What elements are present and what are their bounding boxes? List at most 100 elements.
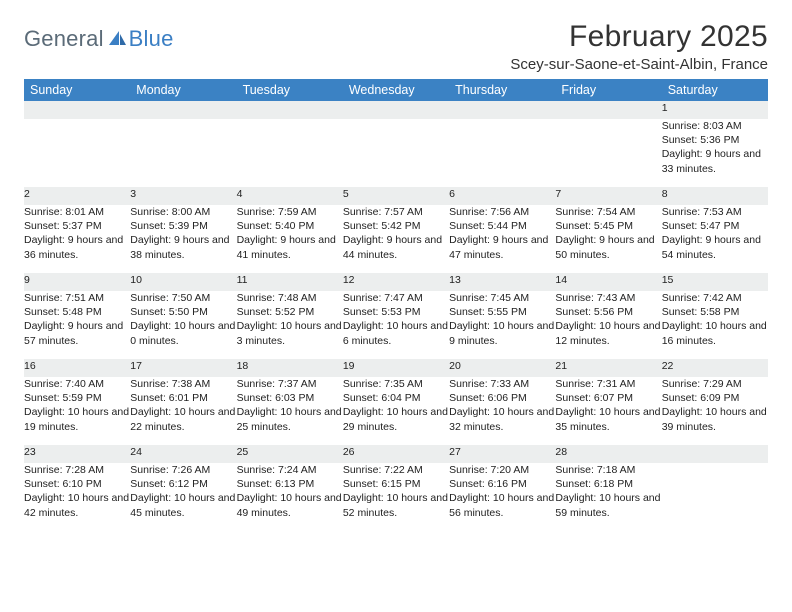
- day-data-cell: Sunrise: 7:29 AMSunset: 6:09 PMDaylight:…: [662, 377, 768, 445]
- sunrise-line: Sunrise: 7:29 AM: [662, 377, 768, 391]
- day-data-cell: [343, 119, 449, 187]
- day-number-row: 9101112131415: [24, 273, 768, 291]
- daylight-line: Daylight: 10 hours and 32 minutes.: [449, 405, 555, 433]
- sunset-line: Sunset: 6:12 PM: [130, 477, 236, 491]
- day-number-cell: 27: [449, 445, 555, 463]
- sunset-line: Sunset: 6:03 PM: [237, 391, 343, 405]
- sunrise-line: Sunrise: 7:53 AM: [662, 205, 768, 219]
- day-number-cell: 21: [555, 359, 661, 377]
- sunset-line: Sunset: 5:47 PM: [662, 219, 768, 233]
- sunrise-line: Sunrise: 7:57 AM: [343, 205, 449, 219]
- calendar-page: General Blue February 2025 Scey-sur-Saon…: [0, 0, 792, 531]
- weekday-header: Wednesday: [343, 79, 449, 101]
- sunset-line: Sunset: 6:15 PM: [343, 477, 449, 491]
- sunset-line: Sunset: 6:07 PM: [555, 391, 661, 405]
- sunset-line: Sunset: 6:18 PM: [555, 477, 661, 491]
- day-number-cell: 16: [24, 359, 130, 377]
- sunrise-line: Sunrise: 7:56 AM: [449, 205, 555, 219]
- weekday-header: Friday: [555, 79, 661, 101]
- day-number-cell: 8: [662, 187, 768, 205]
- location: Scey-sur-Saone-et-Saint-Albin, France: [510, 56, 768, 73]
- daylight-line: Daylight: 10 hours and 12 minutes.: [555, 319, 661, 347]
- sunset-line: Sunset: 5:36 PM: [662, 133, 768, 147]
- day-number-cell: 24: [130, 445, 236, 463]
- day-number-cell: 1: [662, 101, 768, 119]
- day-data-cell: Sunrise: 8:00 AMSunset: 5:39 PMDaylight:…: [130, 205, 236, 273]
- day-data-cell: [555, 119, 661, 187]
- sunset-line: Sunset: 6:01 PM: [130, 391, 236, 405]
- day-data-cell: Sunrise: 8:01 AMSunset: 5:37 PMDaylight:…: [24, 205, 130, 273]
- weekday-header: Tuesday: [237, 79, 343, 101]
- sunrise-line: Sunrise: 7:33 AM: [449, 377, 555, 391]
- weekday-header-row: SundayMondayTuesdayWednesdayThursdayFrid…: [24, 79, 768, 101]
- day-number-cell: 12: [343, 273, 449, 291]
- daylight-line: Daylight: 10 hours and 6 minutes.: [343, 319, 449, 347]
- sunrise-line: Sunrise: 7:40 AM: [24, 377, 130, 391]
- day-data-cell: Sunrise: 7:43 AMSunset: 5:56 PMDaylight:…: [555, 291, 661, 359]
- sunrise-line: Sunrise: 7:59 AM: [237, 205, 343, 219]
- daylight-line: Daylight: 9 hours and 57 minutes.: [24, 319, 130, 347]
- day-number-cell: 26: [343, 445, 449, 463]
- day-number-cell: [449, 101, 555, 119]
- day-number-cell: [24, 101, 130, 119]
- sunset-line: Sunset: 5:40 PM: [237, 219, 343, 233]
- day-data-cell: Sunrise: 7:54 AMSunset: 5:45 PMDaylight:…: [555, 205, 661, 273]
- daylight-line: Daylight: 10 hours and 9 minutes.: [449, 319, 555, 347]
- sunset-line: Sunset: 5:42 PM: [343, 219, 449, 233]
- day-data-cell: Sunrise: 7:18 AMSunset: 6:18 PMDaylight:…: [555, 463, 661, 531]
- sunrise-line: Sunrise: 7:26 AM: [130, 463, 236, 477]
- sunrise-line: Sunrise: 8:00 AM: [130, 205, 236, 219]
- day-data-cell: Sunrise: 7:56 AMSunset: 5:44 PMDaylight:…: [449, 205, 555, 273]
- daylight-line: Daylight: 9 hours and 44 minutes.: [343, 233, 449, 261]
- daylight-line: Daylight: 9 hours and 38 minutes.: [130, 233, 236, 261]
- sunset-line: Sunset: 5:44 PM: [449, 219, 555, 233]
- sunset-line: Sunset: 5:39 PM: [130, 219, 236, 233]
- day-number-cell: 3: [130, 187, 236, 205]
- sunrise-line: Sunrise: 7:35 AM: [343, 377, 449, 391]
- title-block: February 2025 Scey-sur-Saone-et-Saint-Al…: [510, 20, 768, 73]
- sunrise-line: Sunrise: 7:51 AM: [24, 291, 130, 305]
- sunset-line: Sunset: 5:50 PM: [130, 305, 236, 319]
- sunrise-line: Sunrise: 7:37 AM: [237, 377, 343, 391]
- day-data-cell: Sunrise: 7:37 AMSunset: 6:03 PMDaylight:…: [237, 377, 343, 445]
- day-data-row: Sunrise: 7:51 AMSunset: 5:48 PMDaylight:…: [24, 291, 768, 359]
- sunset-line: Sunset: 6:09 PM: [662, 391, 768, 405]
- day-data-cell: Sunrise: 7:42 AMSunset: 5:58 PMDaylight:…: [662, 291, 768, 359]
- day-data-cell: Sunrise: 7:40 AMSunset: 5:59 PMDaylight:…: [24, 377, 130, 445]
- day-number-row: 1: [24, 101, 768, 119]
- sunset-line: Sunset: 5:56 PM: [555, 305, 661, 319]
- daylight-line: Daylight: 9 hours and 47 minutes.: [449, 233, 555, 261]
- sunset-line: Sunset: 5:52 PM: [237, 305, 343, 319]
- daylight-line: Daylight: 10 hours and 59 minutes.: [555, 491, 661, 519]
- sunrise-line: Sunrise: 7:50 AM: [130, 291, 236, 305]
- day-number-cell: [555, 101, 661, 119]
- day-number-cell: 22: [662, 359, 768, 377]
- day-data-cell: Sunrise: 7:26 AMSunset: 6:12 PMDaylight:…: [130, 463, 236, 531]
- weekday-header: Thursday: [449, 79, 555, 101]
- day-number-cell: 28: [555, 445, 661, 463]
- day-number-cell: 15: [662, 273, 768, 291]
- sunrise-line: Sunrise: 7:18 AM: [555, 463, 661, 477]
- day-number-cell: 7: [555, 187, 661, 205]
- day-data-cell: Sunrise: 7:51 AMSunset: 5:48 PMDaylight:…: [24, 291, 130, 359]
- weekday-header: Sunday: [24, 79, 130, 101]
- daylight-line: Daylight: 10 hours and 0 minutes.: [130, 319, 236, 347]
- day-data-cell: [130, 119, 236, 187]
- sunset-line: Sunset: 6:10 PM: [24, 477, 130, 491]
- day-data-cell: Sunrise: 7:31 AMSunset: 6:07 PMDaylight:…: [555, 377, 661, 445]
- daylight-line: Daylight: 9 hours and 41 minutes.: [237, 233, 343, 261]
- sunrise-line: Sunrise: 8:01 AM: [24, 205, 130, 219]
- sunrise-line: Sunrise: 8:03 AM: [662, 119, 768, 133]
- daylight-line: Daylight: 10 hours and 42 minutes.: [24, 491, 130, 519]
- day-number-cell: 14: [555, 273, 661, 291]
- daylight-line: Daylight: 10 hours and 49 minutes.: [237, 491, 343, 519]
- day-data-cell: Sunrise: 7:53 AMSunset: 5:47 PMDaylight:…: [662, 205, 768, 273]
- day-number-cell: 25: [237, 445, 343, 463]
- day-number-row: 232425262728: [24, 445, 768, 463]
- weekday-header: Saturday: [662, 79, 768, 101]
- sunset-line: Sunset: 5:58 PM: [662, 305, 768, 319]
- daylight-line: Daylight: 10 hours and 16 minutes.: [662, 319, 768, 347]
- daylight-line: Daylight: 9 hours and 33 minutes.: [662, 147, 768, 175]
- daylight-line: Daylight: 10 hours and 56 minutes.: [449, 491, 555, 519]
- sunset-line: Sunset: 5:48 PM: [24, 305, 130, 319]
